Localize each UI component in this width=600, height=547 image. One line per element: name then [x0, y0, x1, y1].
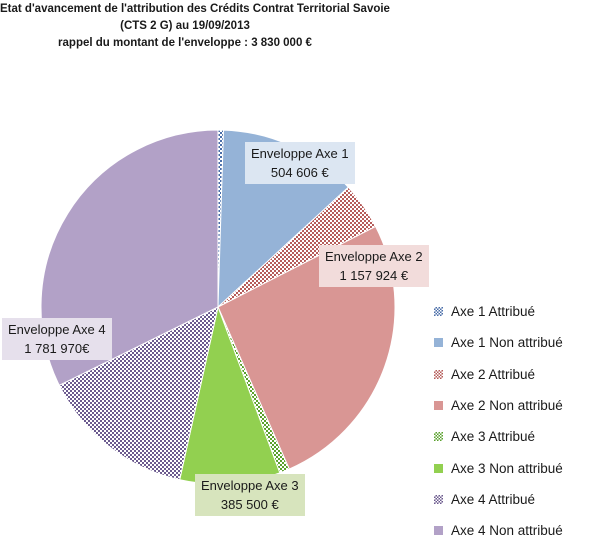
legend-item: Axe 2 Non attribué [434, 390, 600, 421]
legend-label: Axe 1 Non attribué [451, 335, 563, 351]
legend-swatch [434, 401, 443, 411]
legend-swatch [434, 494, 443, 504]
legend-item: Axe 1 Non attribué [434, 327, 600, 358]
legend-label: Axe 2 Non attribué [451, 398, 563, 414]
legend-item: Axe 4 Attribué [434, 484, 600, 515]
legend-item: Axe 3 Non attribué [434, 452, 600, 483]
legend-swatch [434, 307, 443, 317]
chart-title-line-1: Etat d'avancement de l'attribution des C… [0, 3, 390, 15]
callout-axe-1-value: 504 606 € [270, 165, 329, 180]
callout-axe-2-value: 1 157 924 € [339, 268, 409, 283]
legend-label: Axe 2 Attribué [451, 366, 536, 382]
legend-swatch [434, 463, 443, 473]
callout-axe-3: Enveloppe Axe 3 385 500 € [195, 474, 305, 516]
legend-item: Axe 4 Non attribué [434, 515, 600, 546]
legend-label: Axe 1 Attribué [451, 304, 536, 320]
callout-axe-1: Enveloppe Axe 1 504 606 € [245, 142, 355, 184]
legend-label: Axe 4 Attribué [451, 491, 536, 507]
callout-axe-4: Enveloppe Axe 4 1 781 970€ [2, 318, 112, 360]
legend-swatch [434, 369, 443, 379]
legend-item: Axe 3 Attribué [434, 421, 600, 452]
legend-label: Axe 4 Non attribué [451, 523, 563, 539]
legend-label: Axe 3 Attribué [451, 429, 536, 445]
callout-axe-2: Enveloppe Axe 2 1 157 924 € [319, 245, 429, 287]
legend-swatch [434, 338, 443, 348]
legend-swatch [434, 432, 443, 442]
legend-item: Axe 1 Attribué [434, 296, 600, 327]
callout-axe-4-title: Enveloppe Axe 4 [8, 322, 106, 337]
legend-swatch [434, 526, 443, 536]
chart-title-line-2: (CTS 2 G) au 19/09/2013 [120, 20, 250, 32]
callout-axe-3-value: 385 500 € [220, 497, 279, 512]
legend: Axe 1 Attribué Axe 1 Non attribué Axe 2 At… [434, 296, 600, 546]
callout-axe-4-value: 1 781 970€ [24, 341, 90, 356]
callout-axe-3-title: Enveloppe Axe 3 [201, 478, 299, 493]
legend-item: Axe 2 Attribué [434, 359, 600, 390]
chart-title: Etat d'avancement de l'attribution des C… [0, 1, 390, 52]
legend-label: Axe 3 Non attribué [451, 460, 563, 476]
pie-slice-axe-4-attribue [58, 306, 219, 481]
callout-axe-2-title: Enveloppe Axe 2 [325, 249, 423, 264]
callout-axe-1-title: Enveloppe Axe 1 [251, 146, 349, 161]
chart-title-line-3: rappel du montant de l'enveloppe : 3 830… [58, 37, 312, 49]
